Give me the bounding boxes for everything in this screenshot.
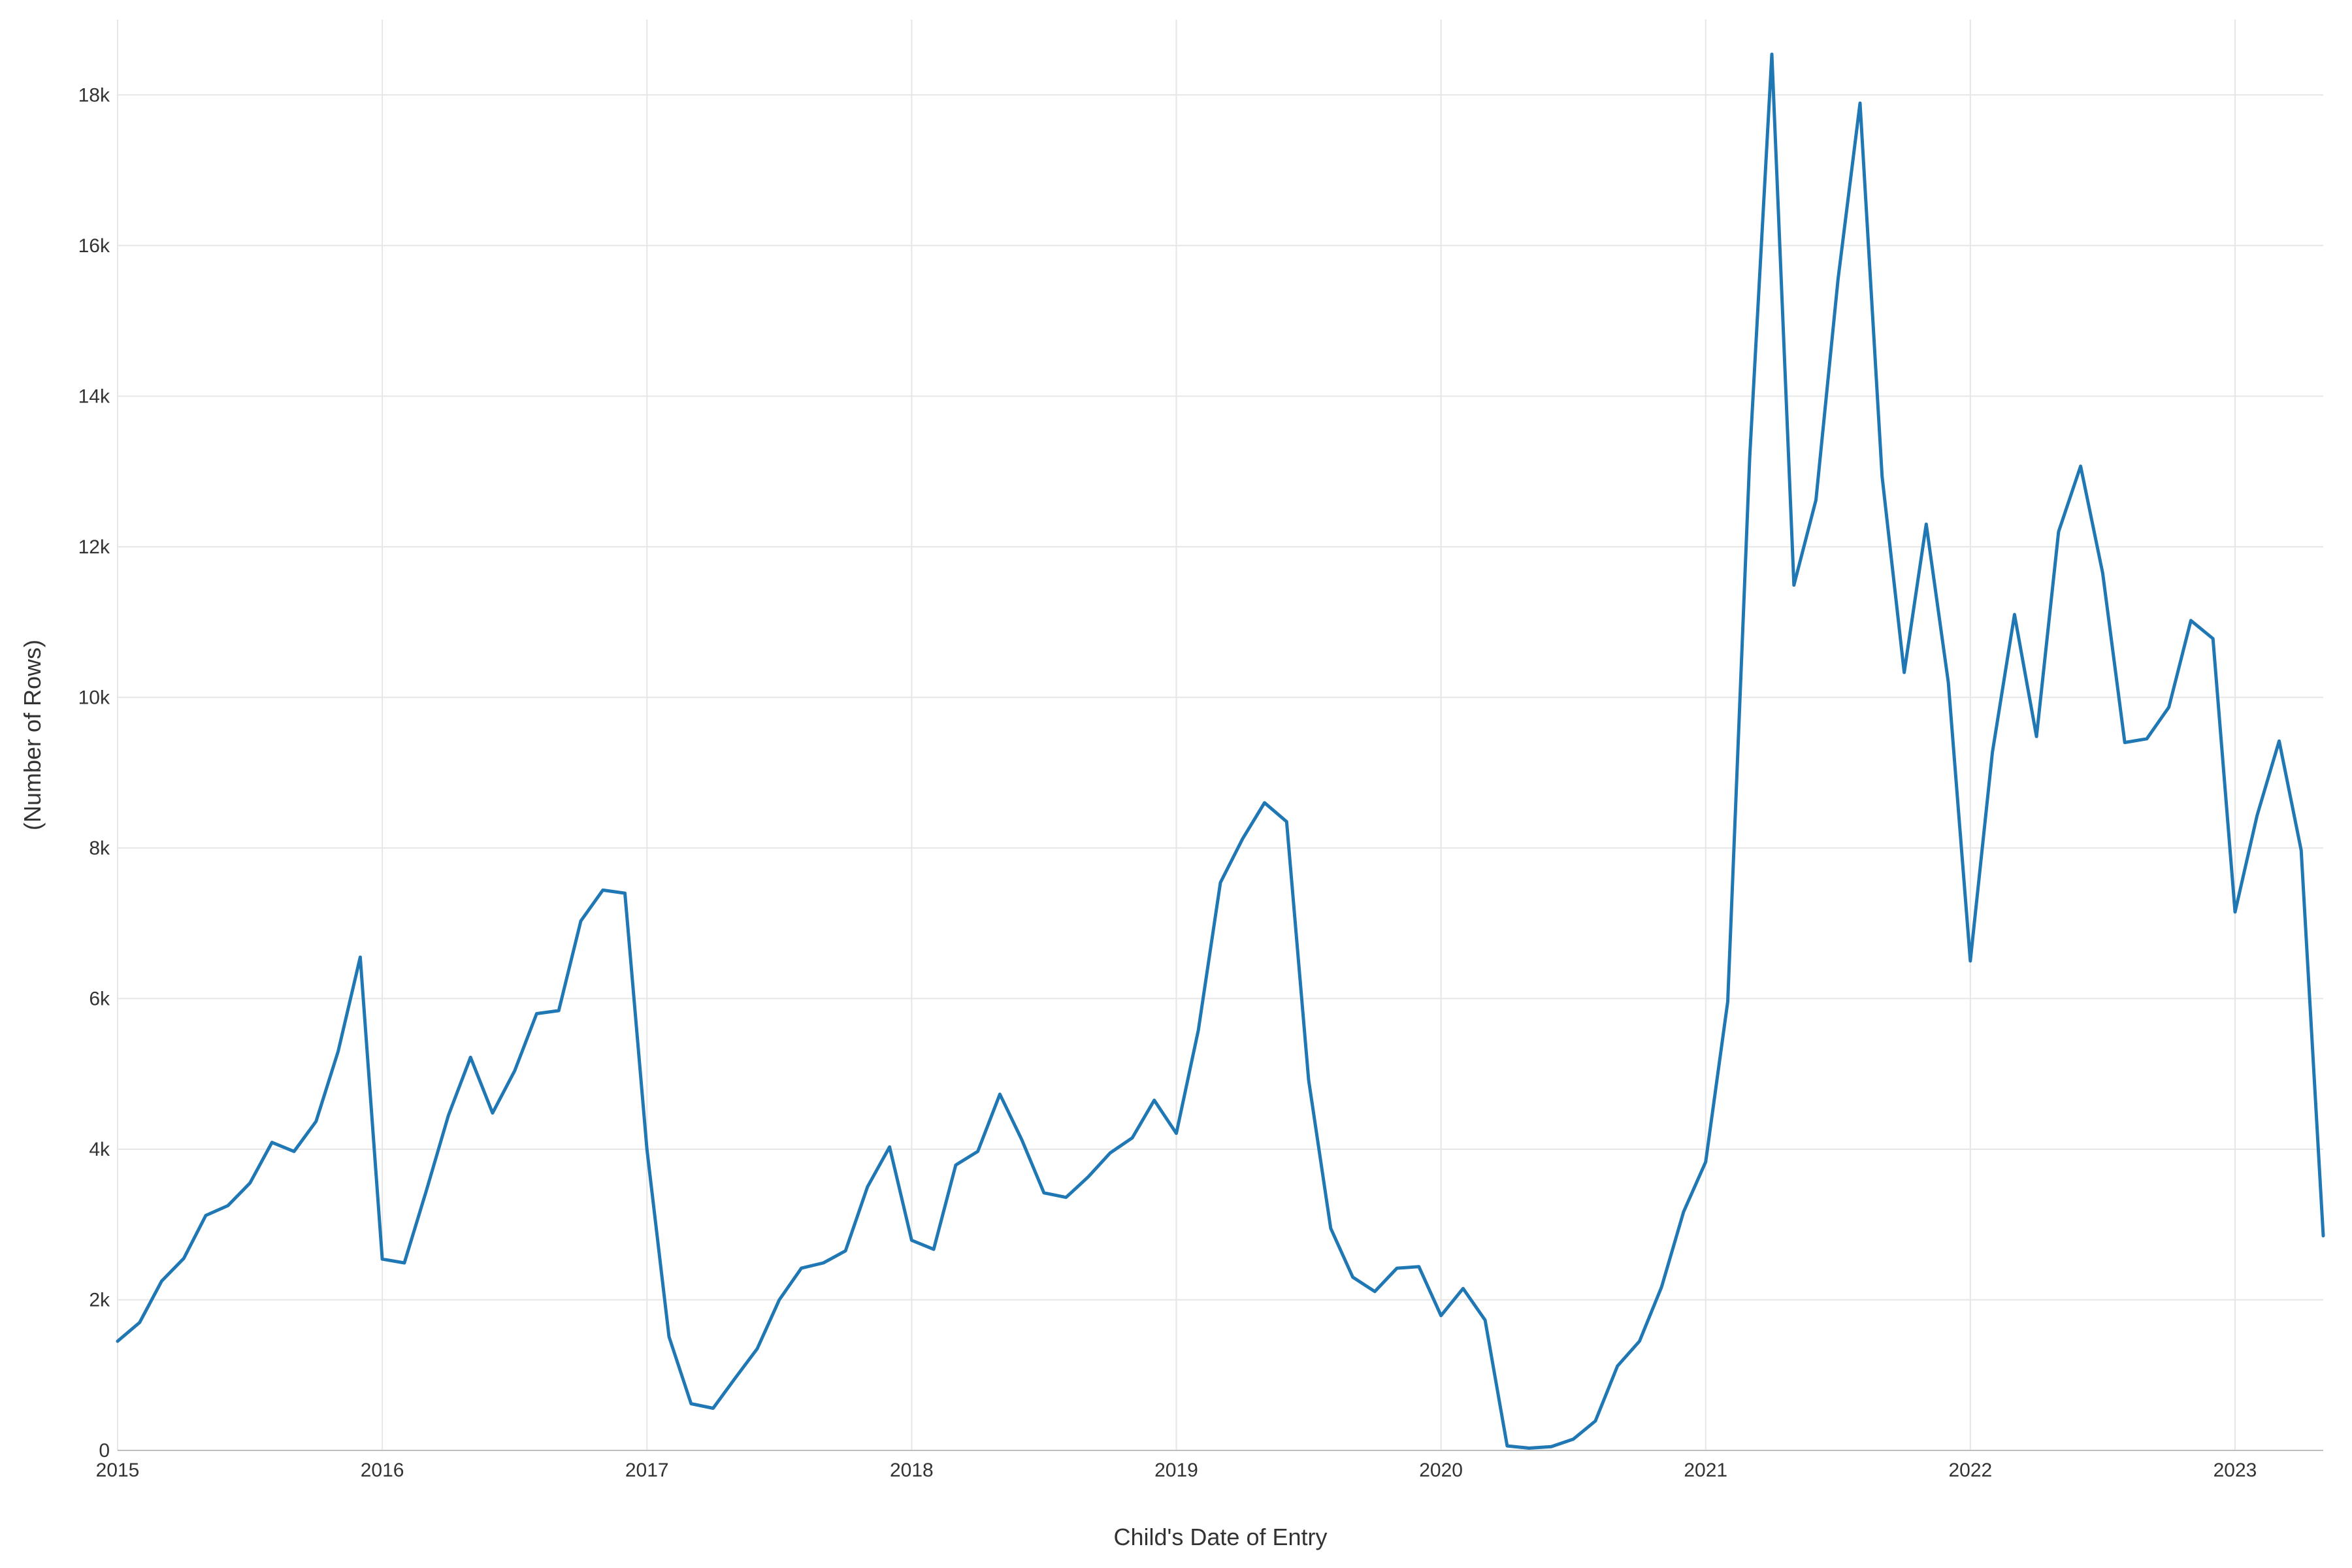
- y-gridlines: [118, 94, 2323, 1301]
- y-tick-label: 18k: [78, 84, 110, 106]
- y-tick-label: 8k: [89, 838, 110, 859]
- x-gridlines: [117, 20, 2236, 1450]
- y-tick-label: 0: [99, 1440, 110, 1462]
- y-tick-label: 14k: [78, 385, 110, 407]
- y-tick-label: 4k: [89, 1139, 110, 1160]
- y-tick-label: 10k: [78, 687, 110, 708]
- x-tick-labels: 2015 2016 2017 2018 2019 2020 2021 2022 2023: [96, 1460, 2257, 1481]
- y-tick-label: 6k: [89, 988, 110, 1009]
- series-line: [116, 52, 2325, 1450]
- x-tick-label: 2015: [96, 1460, 140, 1481]
- x-tick-label: 2017: [625, 1460, 669, 1481]
- x-tick-label: 2020: [1419, 1460, 1463, 1481]
- y-tick-label: 16k: [78, 235, 110, 257]
- x-axis-title: Child's Date of Entry: [1113, 1524, 1327, 1550]
- x-tick-label: 2023: [2213, 1460, 2257, 1481]
- y-tick-label: 2k: [89, 1289, 110, 1311]
- y-tick-label: 12k: [78, 536, 110, 558]
- x-tick-label: 2022: [1948, 1460, 1992, 1481]
- x-tick-label: 2021: [1684, 1460, 1727, 1481]
- x-tick-label: 2018: [890, 1460, 934, 1481]
- x-tick-label: 2019: [1154, 1460, 1198, 1481]
- y-tick-labels: 0 2k 4k 6k 8k 10k 12k 14k 16k 18k: [78, 84, 110, 1462]
- y-axis-title: (Number of Rows): [19, 640, 46, 830]
- x-tick-label: 2016: [361, 1460, 404, 1481]
- series-group: [116, 52, 2325, 1450]
